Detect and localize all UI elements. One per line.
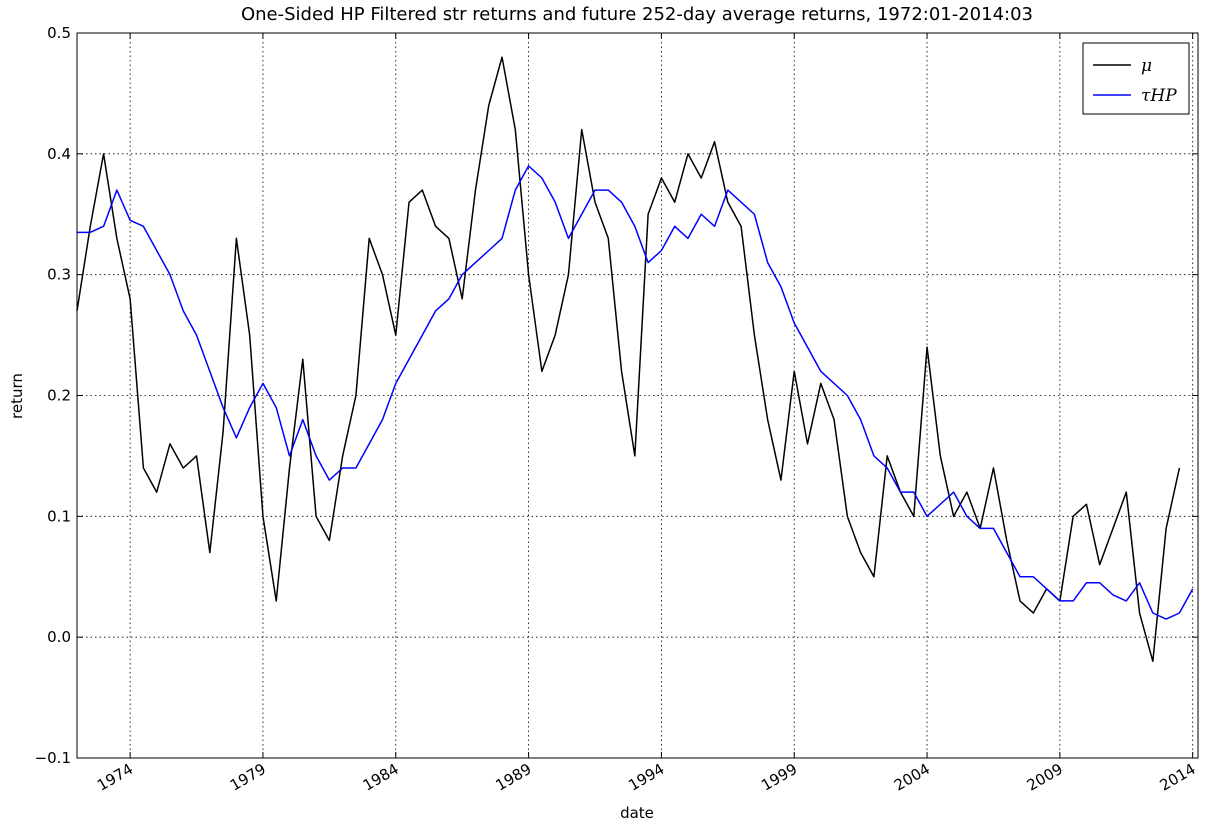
- plot-frame: [76, 32, 1199, 759]
- x-tick-label: 1994: [625, 760, 667, 795]
- x-tick-label: 2004: [891, 760, 933, 795]
- y-tick-label: 0.4: [47, 145, 71, 163]
- data-line: [77, 165, 1194, 620]
- legend-box: [1082, 42, 1190, 115]
- x-tick-label: 1979: [227, 760, 269, 795]
- y-tick-label: 0.5: [47, 24, 71, 42]
- legend-label: μ: [1141, 56, 1152, 76]
- legend-label: τHP: [1141, 86, 1177, 106]
- chart-title: One-Sided HP Filtered str returns and fu…: [241, 4, 1033, 25]
- y-tick-label: −0.1: [35, 749, 71, 767]
- x-tick-label: 1974: [94, 760, 136, 795]
- x-tick-label: 2014: [1157, 760, 1199, 795]
- y-tick-label: 0.2: [47, 387, 71, 405]
- y-tick-label: 0.0: [47, 628, 71, 646]
- x-tick-label: 1999: [758, 760, 800, 795]
- x-axis-label: date: [620, 804, 654, 822]
- y-axis-label: return: [8, 373, 26, 419]
- y-tick-label: 0.3: [47, 266, 71, 284]
- data-line: [76, 56, 1181, 663]
- x-tick-label: 1989: [493, 760, 535, 795]
- y-tick-label: 0.1: [47, 507, 71, 525]
- x-tick-label: 2009: [1024, 760, 1066, 795]
- x-tick-label: 1984: [360, 760, 402, 795]
